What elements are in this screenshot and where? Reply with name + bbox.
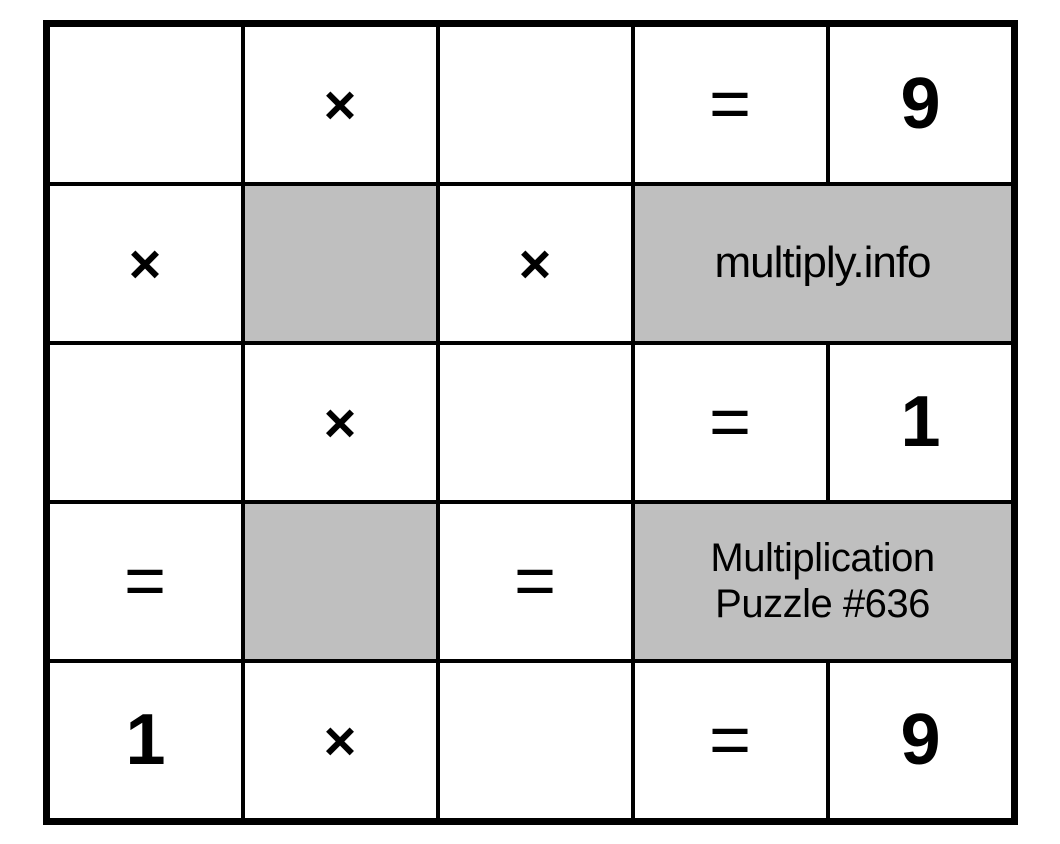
empty-cell <box>48 25 243 184</box>
operator-cell: × <box>48 184 243 343</box>
operator-cell: × <box>243 343 438 502</box>
number-cell: 9 <box>828 25 1013 184</box>
operator-cell: × <box>438 184 633 343</box>
multiplication-puzzle-grid: ×=9××multiply.info×=1==Multiplication Pu… <box>43 20 1018 825</box>
shaded-cell <box>243 502 438 661</box>
shaded-cell <box>243 184 438 343</box>
equals-cell: = <box>438 502 633 661</box>
title-cell: Multiplication Puzzle #636 <box>633 502 1013 661</box>
equals-cell: = <box>633 661 828 820</box>
equals-cell: = <box>633 25 828 184</box>
number-cell: 9 <box>828 661 1013 820</box>
equals-cell: = <box>633 343 828 502</box>
empty-cell <box>438 661 633 820</box>
number-cell: 1 <box>48 661 243 820</box>
brand-cell: multiply.info <box>633 184 1013 343</box>
number-cell: 1 <box>828 343 1013 502</box>
operator-cell: × <box>243 661 438 820</box>
empty-cell <box>438 25 633 184</box>
equals-cell: = <box>48 502 243 661</box>
empty-cell <box>438 343 633 502</box>
operator-cell: × <box>243 25 438 184</box>
empty-cell <box>48 343 243 502</box>
